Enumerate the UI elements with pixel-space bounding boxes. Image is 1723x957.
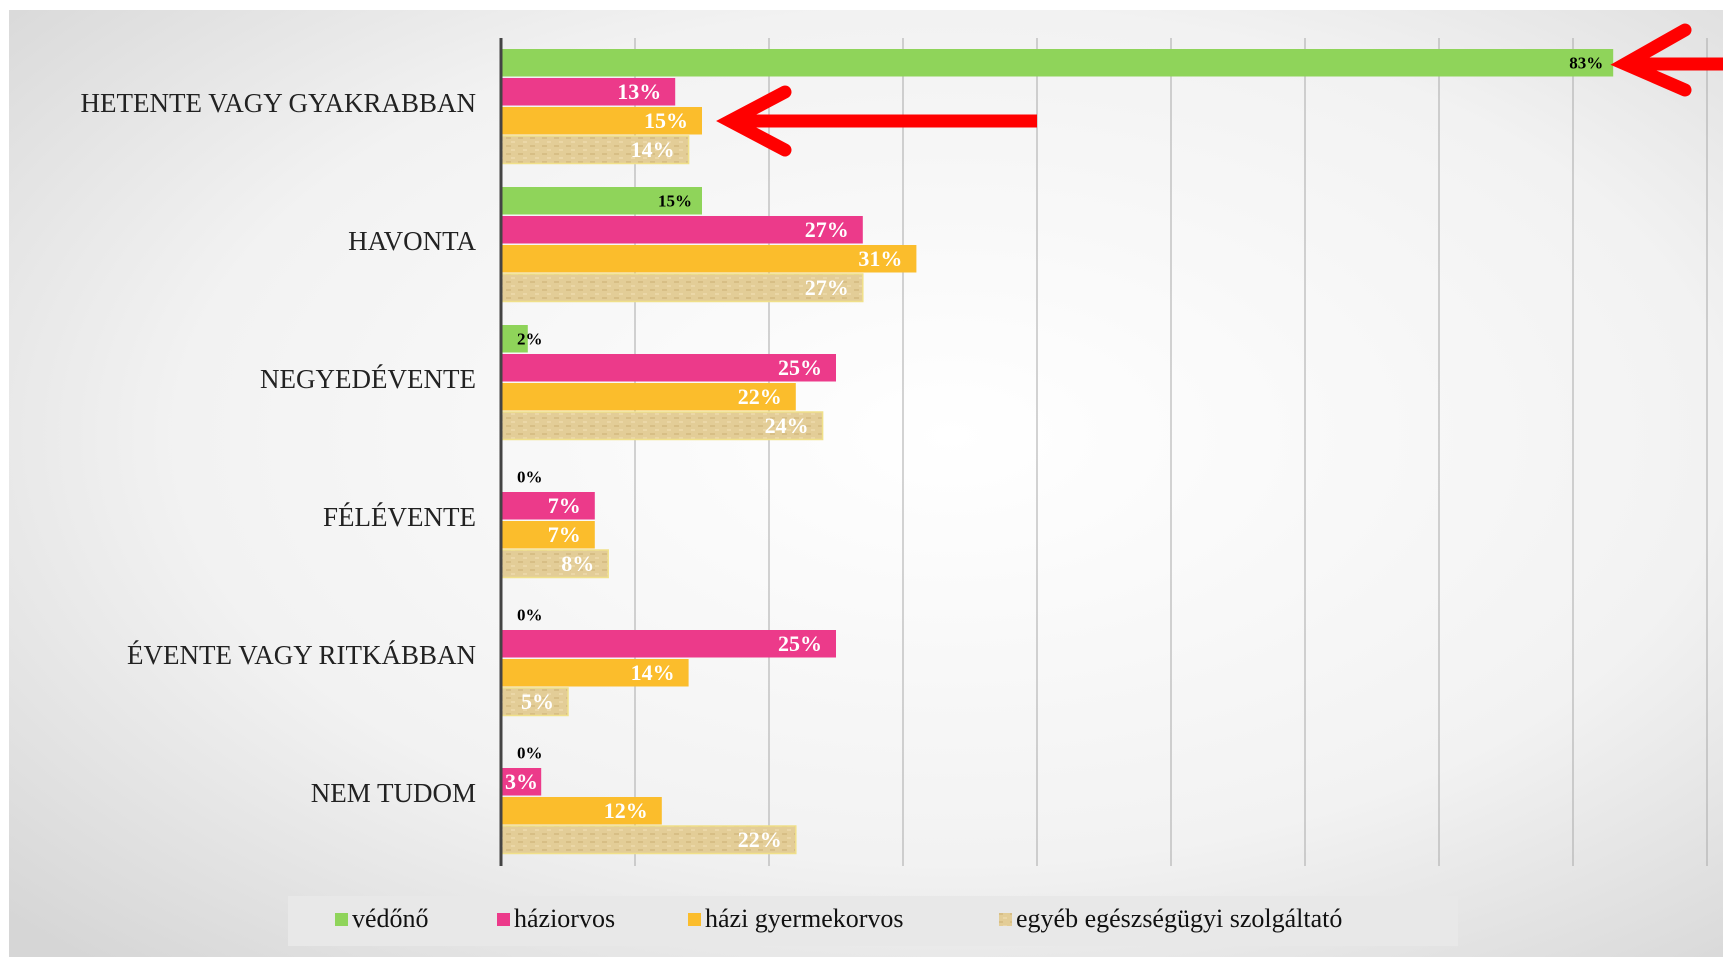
- bar: [501, 245, 917, 273]
- value-label: 25%: [778, 631, 822, 656]
- value-label: 14%: [631, 137, 675, 162]
- value-label: 8%: [561, 551, 594, 576]
- bar: [501, 325, 528, 353]
- bar: [500, 273, 864, 303]
- value-label: 5%: [521, 689, 554, 714]
- bar: [501, 78, 676, 106]
- category-label: FÉLÉVENTE: [323, 502, 476, 532]
- category-label: HAVONTA: [348, 226, 476, 256]
- value-label: 7%: [548, 493, 581, 518]
- value-label: 15%: [644, 108, 688, 133]
- value-label: 14%: [631, 660, 675, 685]
- bar: [501, 49, 1614, 77]
- legend-label: házi gyermekorvos: [705, 904, 904, 933]
- value-label: 25%: [778, 355, 822, 380]
- bar: [501, 797, 662, 825]
- value-label: 3%: [505, 769, 538, 794]
- value-label: 22%: [738, 384, 782, 409]
- bar: [500, 411, 824, 441]
- value-label: 24%: [765, 413, 809, 438]
- bar: [501, 521, 595, 549]
- legend-label: egyéb egészségügyi szolgáltató: [1016, 904, 1342, 933]
- legend-swatch: [999, 913, 1012, 926]
- value-label: 0%: [517, 744, 543, 763]
- value-label: 0%: [517, 606, 543, 625]
- bar: [501, 630, 836, 658]
- bar: [501, 107, 702, 135]
- category-label: NEGYEDÉVENTE: [260, 364, 476, 394]
- category-label: HETENTE VAGY GYAKRABBAN: [80, 88, 476, 118]
- legend-label: védőnő: [352, 904, 429, 933]
- legend-swatch: [335, 913, 348, 926]
- legend-label: háziorvos: [514, 904, 615, 933]
- value-label: 7%: [548, 522, 581, 547]
- legend-swatch: [497, 913, 510, 926]
- arrow: [716, 23, 1723, 157]
- bar: [500, 687, 569, 717]
- category-label: NEM TUDOM: [311, 778, 476, 808]
- bar: [500, 825, 797, 855]
- value-label: 27%: [805, 275, 849, 300]
- value-label: 31%: [858, 246, 902, 271]
- legend-swatch: [688, 913, 701, 926]
- bar: [501, 492, 595, 520]
- bar: [500, 135, 690, 165]
- value-label: 22%: [738, 827, 782, 852]
- bar: [501, 354, 836, 382]
- value-label: 2%: [517, 330, 543, 349]
- value-label: 0%: [517, 468, 543, 487]
- bar: [500, 549, 609, 579]
- bar: [501, 768, 542, 796]
- bar: [501, 187, 702, 215]
- bar: [501, 659, 689, 687]
- bar: [501, 383, 796, 411]
- value-label: 13%: [617, 79, 661, 104]
- category-label: ÉVENTE VAGY RITKÁBBAN: [127, 640, 476, 670]
- plot-bg: [9, 10, 1723, 957]
- value-label: 27%: [805, 217, 849, 242]
- legend-box: [288, 896, 1458, 946]
- value-label: 12%: [604, 798, 648, 823]
- value-label: 15%: [658, 192, 692, 211]
- bar: [501, 216, 863, 244]
- value-label: 83%: [1569, 54, 1603, 73]
